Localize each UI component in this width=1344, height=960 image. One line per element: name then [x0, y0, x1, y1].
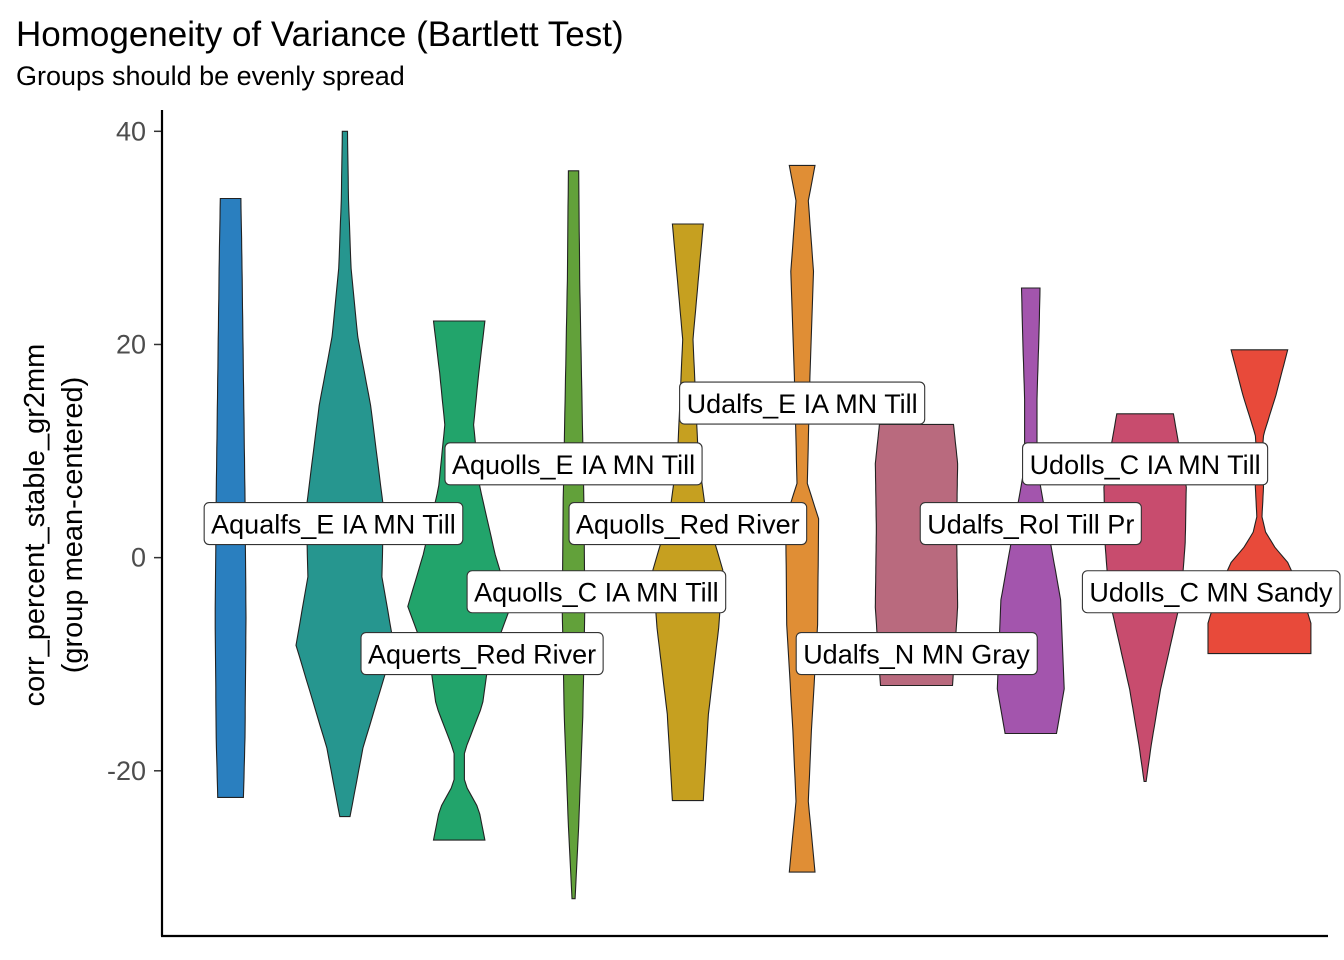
group-label-box: [1022, 442, 1269, 486]
y-axis-title-line-2: (group mean-centered): [57, 377, 89, 674]
group-label-text: Udalfs_Rol Till Pr: [927, 510, 1134, 540]
chart-title: Homogeneity of Variance (Bartlett Test): [16, 15, 624, 54]
y-ticks: -20 0 20 40: [107, 116, 162, 786]
group-label-text: Udolls_C IA MN Till: [1030, 450, 1261, 480]
y-tick-label: 0: [131, 543, 146, 573]
group-label: Aqualfs_E IA MN Till: [203, 501, 464, 546]
group-label: Udalfs_Rol Till Pr: [919, 501, 1142, 546]
group-label-text: Udalfs_N MN Gray: [803, 640, 1030, 670]
group-label: Udolls_C IA MN Till: [1022, 442, 1269, 486]
group-label: Aquolls_C IA MN Till: [466, 570, 727, 614]
group-label-box: [1081, 570, 1341, 614]
violin-aqualfs-e-ia-mn-till: [214, 197, 247, 798]
group-label-text: Aqualfs_E IA MN Till: [211, 510, 456, 540]
group-labels: Aqualfs_E IA MN Till Aquerts_Red River Aqu…: [203, 381, 1341, 676]
group-label: Udalfs_N MN Gray: [795, 632, 1038, 676]
group-label-box: [795, 632, 1038, 676]
group-label-box: [919, 501, 1142, 546]
group-label-text: Aquolls_Red River: [576, 510, 800, 540]
y-axis-title: corr_percent_stable_gr2mm (group mean-ce…: [19, 344, 89, 707]
group-label-box: [360, 632, 604, 676]
group-label-text: Udolls_C MN Sandy: [1089, 578, 1333, 608]
group-label: Aquolls_Red River: [568, 501, 808, 546]
y-axis-title-line-1: corr_percent_stable_gr2mm: [19, 344, 51, 707]
y-tick-label: 20: [116, 329, 146, 359]
group-label-text: Aquolls_E IA MN Till: [452, 450, 695, 480]
group-label: Aquolls_E IA MN Till: [444, 442, 703, 486]
group-label-box: [466, 570, 727, 614]
group-label-text: Aquerts_Red River: [368, 640, 596, 670]
group-label-box: [203, 501, 464, 546]
group-label-box: [568, 501, 808, 546]
y-tick-label: -20: [107, 756, 146, 786]
group-label-box: [444, 442, 703, 486]
group-label: Aquerts_Red River: [360, 632, 604, 676]
chart-subtitle: Groups should be evenly spread: [16, 61, 405, 91]
group-label: Udolls_C MN Sandy: [1081, 570, 1341, 614]
group-label-text: Udalfs_E IA MN Till: [687, 389, 918, 419]
violin-udalfs-n-mn-gray: [874, 423, 959, 687]
group-label: Udalfs_E IA MN Till: [679, 381, 926, 425]
violin-aquerts-red-river: [295, 130, 395, 818]
group-label-text: Aquolls_C IA MN Till: [474, 578, 719, 608]
group-label-box: [679, 381, 926, 425]
y-tick-label: 40: [116, 116, 146, 146]
